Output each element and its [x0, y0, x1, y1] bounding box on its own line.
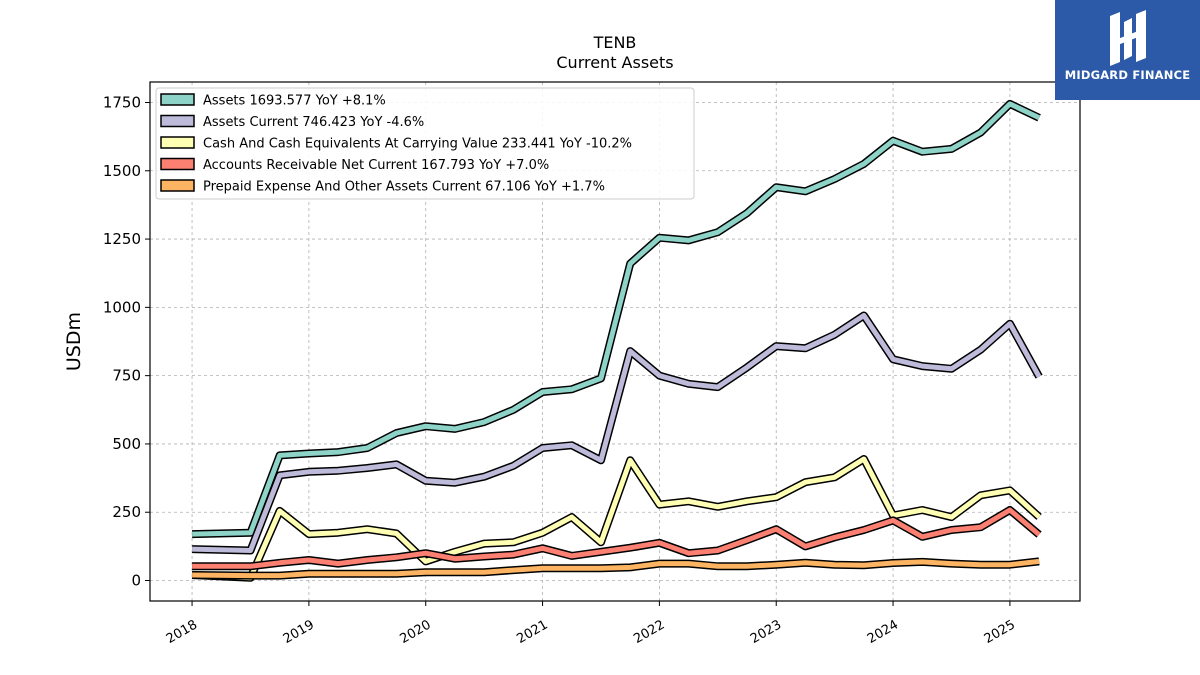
chart-title: TENB [593, 33, 637, 52]
x-tick-label: 2020 [398, 617, 434, 647]
legend-entry: Prepaid Expense And Other Assets Current… [203, 180, 605, 195]
series-line [192, 507, 1041, 569]
series-line [192, 313, 1042, 553]
logo-text: MIDGARD FINANCE [1064, 68, 1191, 82]
series-line [192, 101, 1041, 537]
series-line [192, 558, 1040, 579]
y-tick-label: 250 [112, 503, 141, 521]
y-tick-label: 1000 [103, 298, 141, 316]
legend-swatch [160, 179, 195, 192]
midgard-finance-logo: MIDGARD FINANCE [1055, 0, 1200, 100]
chart-subtitle: Current Assets [556, 53, 673, 72]
legend-box [155, 87, 695, 200]
y-axis-label: USDm [63, 312, 85, 371]
series-lines [191, 99, 1043, 582]
x-tick-label: 2023 [748, 617, 784, 647]
y-axis: 0 250 500 750 1000 1250 1500 1750 [103, 93, 150, 590]
legend-swatch [160, 93, 195, 106]
legend-swatch [160, 157, 195, 171]
legend-entry: Cash And Cash Equivalents At Carrying Va… [203, 137, 632, 152]
legend-swatch [160, 114, 195, 128]
x-axis: 2018 2019 2020 2021 2022 2023 2024 2025 [164, 601, 1018, 647]
legend-entry: Accounts Receivable Net Current 167.793 … [203, 158, 549, 173]
plot-frame [149, 81, 1081, 602]
logo-mark-icon [1110, 10, 1146, 66]
x-tick-label: 2025 [982, 617, 1018, 647]
legend: Assets 1693.577 YoY +8.1% Assets Current … [155, 87, 695, 200]
legend-entry: Assets Current 746.423 YoY -4.6% [203, 115, 424, 130]
x-tick-label: 2022 [631, 617, 667, 647]
y-tick-label: 500 [112, 435, 141, 453]
y-tick-label: 1250 [103, 230, 141, 248]
series-outline [192, 506, 1042, 571]
series-line [191, 456, 1041, 581]
y-tick-label: 750 [112, 367, 141, 385]
x-tick-label: 2021 [514, 617, 550, 647]
x-tick-label: 2018 [164, 617, 200, 647]
legend-swatch [160, 136, 195, 149]
y-tick-label: 0 [131, 572, 141, 590]
y-tick-label: 1500 [103, 162, 141, 180]
x-tick-label: 2019 [281, 617, 317, 647]
x-tick-label: 2024 [865, 617, 901, 647]
legend-entry: Assets 1693.577 YoY +8.1% [203, 94, 386, 109]
y-tick-label: 1750 [103, 93, 141, 111]
